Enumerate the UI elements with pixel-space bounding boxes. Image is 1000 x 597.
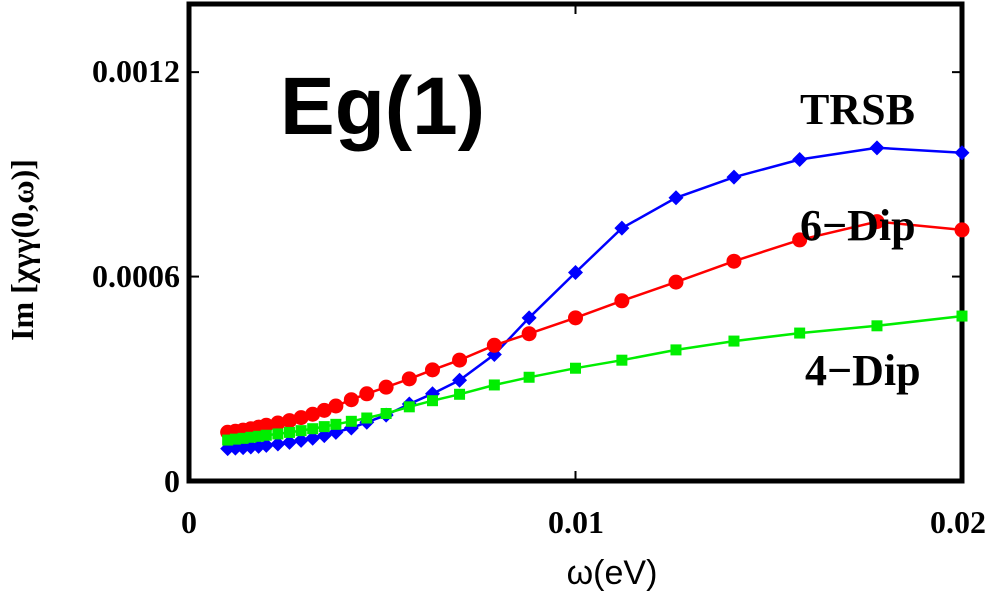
data-point-6-dip bbox=[401, 371, 417, 387]
data-point-4-dip bbox=[222, 434, 234, 446]
data-point-4-dip bbox=[345, 415, 357, 427]
data-point-6-dip bbox=[452, 352, 468, 368]
data-point-4-dip bbox=[245, 431, 257, 443]
data-point-trsb bbox=[869, 140, 885, 156]
y-axis: 0 0.0006 0.0012 bbox=[92, 53, 180, 499]
data-point-6-dip bbox=[378, 379, 394, 395]
data-point-6-dip bbox=[954, 222, 970, 238]
data-point-4-dip bbox=[272, 428, 284, 440]
y-axis-label: Im [χγγ(0,ω)] bbox=[4, 159, 40, 341]
series-label-trsb: TRSB bbox=[800, 85, 915, 134]
data-point-trsb bbox=[452, 372, 468, 388]
data-point-4-dip bbox=[307, 423, 319, 435]
data-point-4-dip bbox=[283, 426, 295, 438]
data-point-6-dip bbox=[305, 406, 321, 422]
data-point-6-dip bbox=[359, 386, 375, 402]
data-point-4-dip bbox=[380, 408, 392, 420]
data-point-trsb bbox=[668, 190, 684, 206]
data-point-4-dip bbox=[616, 354, 628, 366]
data-point-trsb bbox=[270, 436, 286, 452]
y-tick-label: 0.0012 bbox=[92, 53, 180, 89]
data-point-6-dip bbox=[343, 392, 359, 408]
data-point-trsb bbox=[293, 432, 309, 448]
data-point-6-dip bbox=[328, 398, 344, 414]
series-label-6-dip: 6−Dip bbox=[800, 201, 916, 250]
series-6-dip bbox=[220, 214, 970, 440]
data-point-4-dip bbox=[871, 320, 883, 332]
data-point-4-dip bbox=[728, 335, 740, 347]
data-point-trsb bbox=[305, 430, 321, 446]
data-point-6-dip bbox=[316, 402, 332, 418]
data-point-4-dip bbox=[403, 401, 415, 413]
data-point-trsb bbox=[792, 152, 808, 168]
data-point-4-dip bbox=[956, 310, 968, 322]
data-point-4-dip bbox=[570, 362, 581, 374]
data-point-6-dip bbox=[521, 326, 537, 342]
x-tick-label: 0.01 bbox=[548, 504, 604, 540]
series-4-dip bbox=[222, 310, 968, 446]
data-point-6-dip bbox=[424, 362, 440, 378]
x-axis: 0 0.01 0.02 bbox=[181, 504, 986, 540]
data-point-6-dip bbox=[792, 232, 808, 248]
data-point-6-dip bbox=[258, 417, 274, 433]
data-point-4-dip bbox=[670, 344, 682, 356]
x-axis-label: ω(eV) bbox=[567, 554, 658, 592]
data-point-6-dip bbox=[486, 337, 502, 353]
data-point-4-dip bbox=[523, 371, 535, 383]
data-point-4-dip bbox=[361, 412, 373, 424]
data-point-trsb bbox=[521, 310, 537, 326]
data-point-4-dip bbox=[237, 432, 249, 444]
data-point-6-dip bbox=[281, 413, 297, 429]
data-point-6-dip bbox=[668, 274, 684, 290]
series-layer bbox=[220, 140, 970, 457]
data-point-4-dip bbox=[318, 421, 330, 433]
data-point-4-dip bbox=[295, 425, 307, 437]
data-point-6-dip bbox=[270, 415, 286, 431]
y-tick-label: 0.0006 bbox=[92, 258, 180, 294]
data-point-6-dip bbox=[726, 253, 742, 269]
data-point-4-dip bbox=[794, 327, 806, 339]
panel-title: Eg(1) bbox=[280, 61, 485, 152]
data-point-trsb bbox=[726, 169, 742, 185]
series-label-4-dip: 4−Dip bbox=[805, 346, 921, 395]
data-point-trsb bbox=[954, 145, 970, 161]
data-point-4-dip bbox=[330, 418, 342, 430]
data-point-4-dip bbox=[253, 430, 265, 442]
data-point-trsb bbox=[614, 220, 630, 236]
data-point-4-dip bbox=[426, 395, 438, 407]
data-point-4-dip bbox=[454, 388, 466, 400]
data-point-4-dip bbox=[488, 379, 500, 391]
x-tick-label: 0.02 bbox=[930, 504, 986, 540]
data-point-6-dip bbox=[568, 310, 583, 326]
data-point-6-dip bbox=[293, 410, 309, 426]
data-point-trsb bbox=[281, 434, 297, 450]
data-point-trsb bbox=[568, 265, 583, 281]
data-point-6-dip bbox=[614, 293, 630, 309]
x-tick-label: 0 bbox=[181, 504, 197, 540]
data-point-6-dip bbox=[869, 214, 885, 230]
data-point-4-dip bbox=[260, 429, 272, 441]
y-tick-label: 0 bbox=[164, 463, 180, 499]
data-point-4-dip bbox=[229, 433, 241, 445]
